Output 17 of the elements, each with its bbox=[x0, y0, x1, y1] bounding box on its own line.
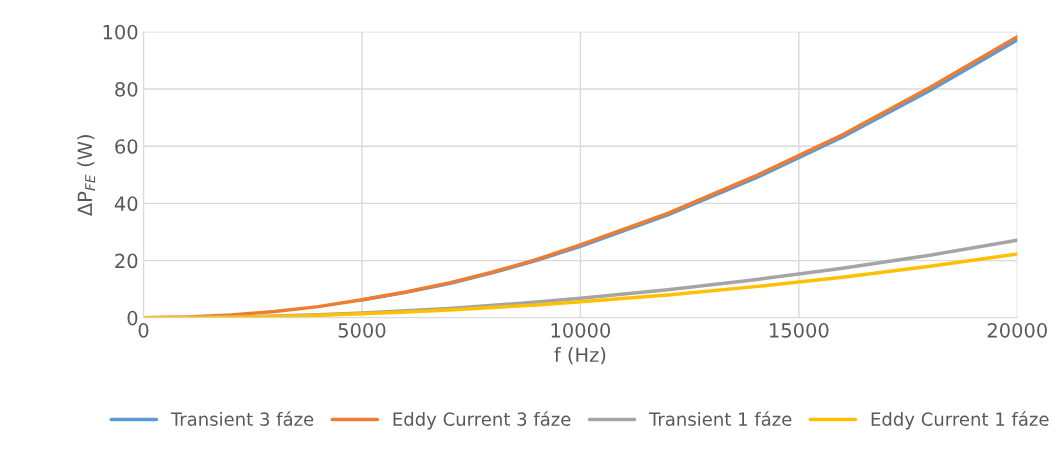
x-axis-title: f (Hz) bbox=[554, 347, 606, 365]
legend-label: Eddy Current 1 fáze bbox=[871, 411, 1049, 430]
y-tick-label: 0 bbox=[127, 310, 138, 326]
legend-label: Transient 3 fáze bbox=[170, 411, 314, 426]
x-tick-label: 15000 bbox=[770, 323, 829, 338]
y-tick-label: 60 bbox=[115, 139, 138, 154]
y-axis-title: ΔP$_{FE}$ (W) bbox=[77, 135, 96, 217]
y-tick-label: 20 bbox=[115, 253, 138, 269]
x-tick-label: 0 bbox=[138, 323, 149, 338]
legend-label: Eddy Current 3 fáze bbox=[393, 411, 571, 430]
x-tick-label: 20000 bbox=[987, 323, 1047, 338]
legend-label: Transient 1 fáze bbox=[648, 411, 792, 426]
x-tick-label: 10000 bbox=[551, 323, 611, 338]
y-tick-label: 80 bbox=[115, 81, 138, 97]
y-tick-label: 40 bbox=[114, 196, 138, 212]
y-tick-label: 100 bbox=[103, 24, 138, 40]
x-tick-label: 5000 bbox=[338, 323, 386, 338]
